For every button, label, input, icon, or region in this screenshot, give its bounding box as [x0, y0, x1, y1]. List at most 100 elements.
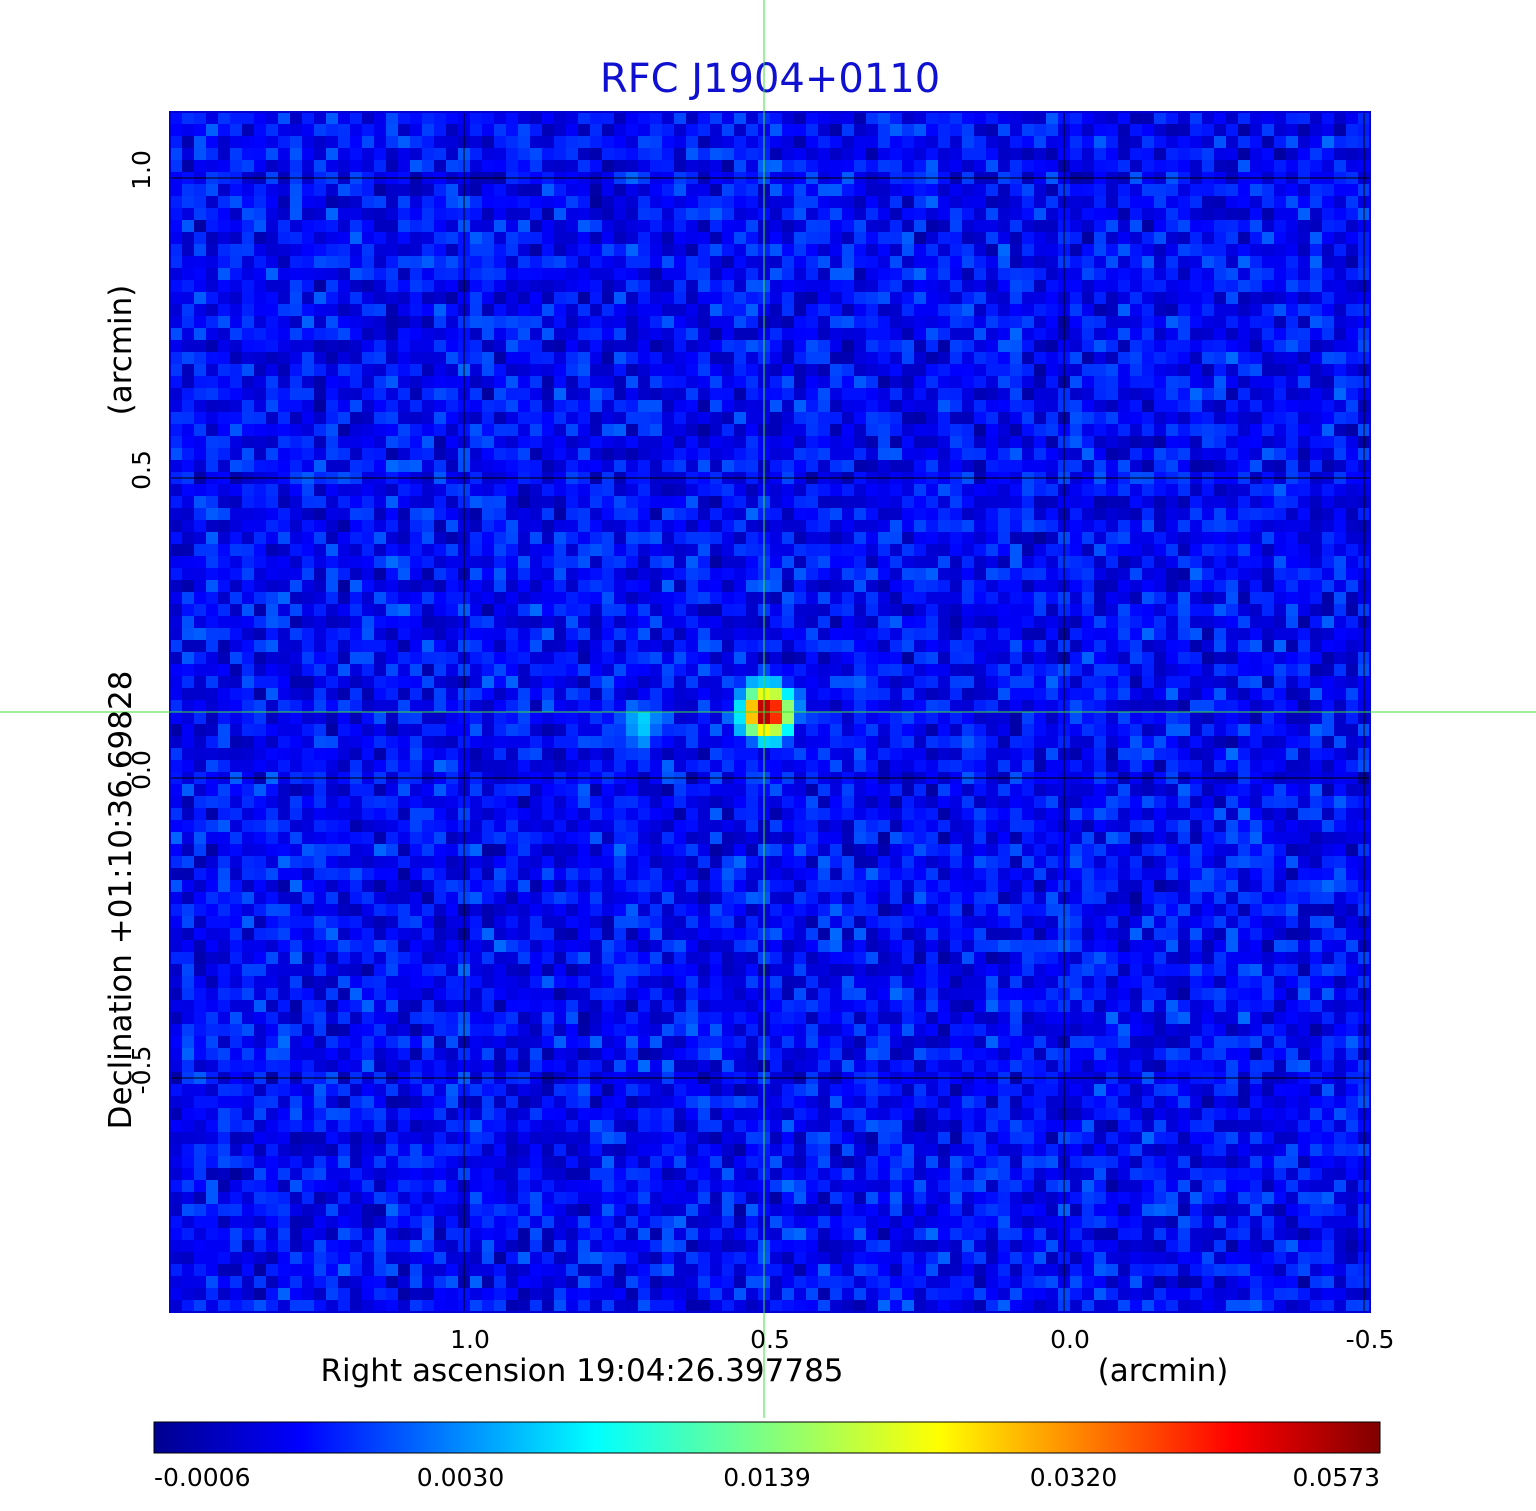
- heatmap-cell: [482, 652, 495, 665]
- heatmap-cell: [854, 496, 867, 509]
- heatmap-cell: [518, 460, 531, 473]
- heatmap-cell: [1346, 208, 1359, 221]
- heatmap-cell: [218, 256, 231, 269]
- heatmap-cell: [650, 112, 663, 125]
- heatmap-cell: [674, 544, 687, 557]
- heatmap-cell: [266, 460, 279, 473]
- heatmap-cell: [194, 616, 207, 629]
- heatmap-cell: [362, 568, 375, 581]
- heatmap-cell: [830, 112, 843, 125]
- heatmap-cell: [806, 136, 819, 149]
- heatmap-cell: [662, 316, 675, 329]
- heatmap-cell: [722, 256, 735, 269]
- heatmap-cell: [686, 340, 699, 353]
- heatmap-cell: [722, 244, 735, 257]
- heatmap-cell: [986, 700, 999, 713]
- heatmap-cell: [1070, 448, 1083, 461]
- heatmap-cell: [194, 352, 207, 365]
- heatmap-cell: [254, 640, 267, 653]
- heatmap-cell: [1274, 340, 1287, 353]
- heatmap-cell: [878, 160, 891, 173]
- heatmap-cell: [1274, 688, 1287, 701]
- heatmap-cell: [1250, 244, 1263, 257]
- heatmap-cell: [818, 256, 831, 269]
- heatmap-cell: [446, 640, 459, 653]
- heatmap-cell: [746, 640, 759, 653]
- heatmap-cell: [830, 160, 843, 173]
- heatmap-cell: [710, 520, 723, 533]
- heatmap-cell: [662, 640, 675, 653]
- heatmap-cell: [434, 136, 447, 149]
- heatmap-cell: [1034, 352, 1047, 365]
- heatmap-cell: [674, 352, 687, 365]
- heatmap-cell: [1142, 268, 1155, 281]
- heatmap-cell: [950, 688, 963, 701]
- heatmap-cell: [710, 676, 723, 689]
- heatmap-cell: [266, 148, 279, 161]
- heatmap-cell: [230, 604, 243, 617]
- heatmap-cell: [278, 424, 291, 437]
- heatmap-cell: [854, 256, 867, 269]
- heatmap-cell: [914, 460, 927, 473]
- heatmap-cell: [554, 436, 567, 449]
- heatmap-cell: [542, 676, 555, 689]
- heatmap-cell: [1190, 184, 1203, 197]
- heatmap-cell: [770, 208, 783, 221]
- heatmap-cell: [470, 460, 483, 473]
- heatmap-cell: [518, 532, 531, 545]
- heatmap-cell: [938, 244, 951, 257]
- heatmap-cell: [950, 568, 963, 581]
- heatmap-cell: [326, 220, 339, 233]
- heatmap-cell: [434, 460, 447, 473]
- heatmap-cell: [374, 508, 387, 521]
- heatmap-cell: [326, 352, 339, 365]
- heatmap-cell: [1082, 208, 1095, 221]
- heatmap-cell: [1094, 676, 1107, 689]
- heatmap-cell: [1202, 400, 1215, 413]
- heatmap-cell: [1262, 376, 1275, 389]
- heatmap-cell: [878, 316, 891, 329]
- heatmap-cell: [1070, 364, 1083, 377]
- heatmap-cell: [254, 700, 267, 713]
- heatmap-cell: [326, 604, 339, 617]
- heatmap-cell: [506, 592, 519, 605]
- heatmap-cell: [182, 184, 195, 197]
- heatmap-cell: [650, 412, 663, 425]
- heatmap-cell: [1346, 628, 1359, 641]
- heatmap-cell: [266, 376, 279, 389]
- heatmap-cell: [374, 376, 387, 389]
- heatmap-cell: [326, 676, 339, 689]
- heatmap-cell: [266, 688, 279, 701]
- heatmap-cell: [338, 208, 351, 221]
- heatmap-cell: [1226, 688, 1239, 701]
- heatmap-cell: [350, 244, 363, 257]
- heatmap-cell: [710, 196, 723, 209]
- heatmap-cell: [1022, 400, 1035, 413]
- heatmap-cell: [230, 520, 243, 533]
- heatmap-cell: [890, 580, 903, 593]
- heatmap-cell: [1310, 196, 1323, 209]
- heatmap-cell: [638, 436, 651, 449]
- heatmap-cell: [806, 556, 819, 569]
- heatmap-cell: [902, 568, 915, 581]
- heatmap-cell: [1106, 124, 1119, 137]
- heatmap-cell: [746, 280, 759, 293]
- heatmap-cell: [182, 532, 195, 545]
- heatmap-cell: [830, 244, 843, 257]
- heatmap-cell: [602, 592, 615, 605]
- heatmap-cell: [746, 460, 759, 473]
- heatmap-cell: [1250, 688, 1263, 701]
- heatmap-cell: [410, 460, 423, 473]
- heatmap-cell: [398, 424, 411, 437]
- heatmap-cell: [1022, 340, 1035, 353]
- heatmap-cell: [230, 448, 243, 461]
- heatmap-cell: [686, 484, 699, 497]
- heatmap-cell: [242, 148, 255, 161]
- heatmap-cell: [1154, 256, 1167, 269]
- heatmap-cell: [314, 304, 327, 317]
- heatmap-cell: [770, 460, 783, 473]
- heatmap-cell: [242, 640, 255, 653]
- heatmap-cell: [1238, 496, 1251, 509]
- heatmap-cell: [386, 112, 399, 125]
- heatmap-cell: [314, 316, 327, 329]
